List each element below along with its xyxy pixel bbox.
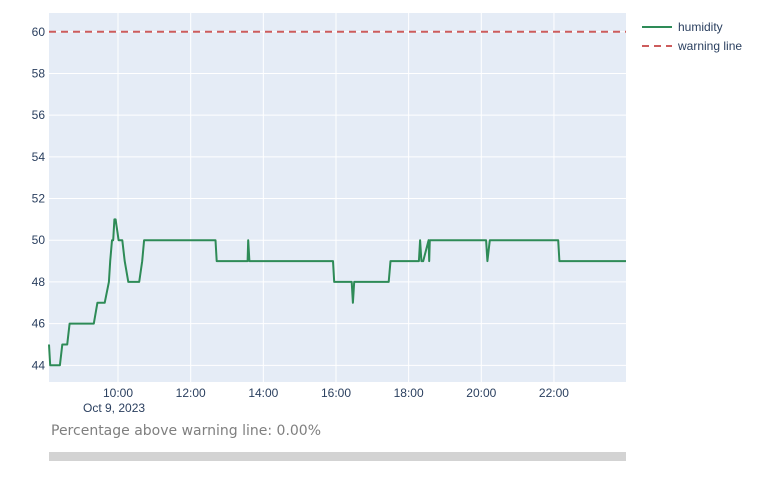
y-tick-label-46: 46 (32, 317, 46, 331)
y-tick-label-56: 56 (32, 108, 46, 122)
x-tick-label-5: 20:00 (466, 386, 496, 400)
y-tick-label-50: 50 (32, 233, 46, 247)
legend-label-warning-line: warning line (677, 39, 742, 53)
y-tick-label-52: 52 (32, 192, 46, 206)
y-tick-label-44: 44 (32, 358, 46, 372)
legend-item-warning-line[interactable]: warning line (642, 39, 742, 53)
grid-lines (49, 13, 626, 382)
y-tick-label-48: 48 (32, 275, 46, 289)
y-axis-ticks: 44 46 48 50 52 54 56 58 60 (32, 25, 46, 373)
x-axis-ticks: 10:00 12:00 14:00 16:00 18:00 20:00 22:00 (103, 386, 569, 400)
y-tick-label-60: 60 (32, 25, 46, 39)
x-tick-label-1: 12:00 (176, 386, 206, 400)
legend-item-humidity[interactable]: humidity (642, 20, 723, 34)
x-tick-label-3: 16:00 (321, 386, 351, 400)
x-tick-label-4: 18:00 (394, 386, 424, 400)
series-layer (48, 30, 626, 367)
legend-label-humidity: humidity (678, 20, 723, 34)
x-axis-date-label: Oct 9, 2023 (83, 401, 145, 415)
legend[interactable]: humidity warning line (642, 20, 742, 53)
percentage-above-warning-text: Percentage above warning line: 0.00% (51, 423, 322, 439)
x-tick-label-6: 22:00 (539, 386, 569, 400)
plot-area (49, 13, 626, 382)
x-tick-label-0: 10:00 (103, 386, 133, 400)
percentage-progress-bar (49, 452, 626, 461)
x-tick-label-2: 14:00 (248, 386, 278, 400)
y-tick-label-54: 54 (32, 150, 46, 164)
y-tick-label-58: 58 (32, 66, 46, 80)
series-line-humidity (48, 218, 626, 367)
